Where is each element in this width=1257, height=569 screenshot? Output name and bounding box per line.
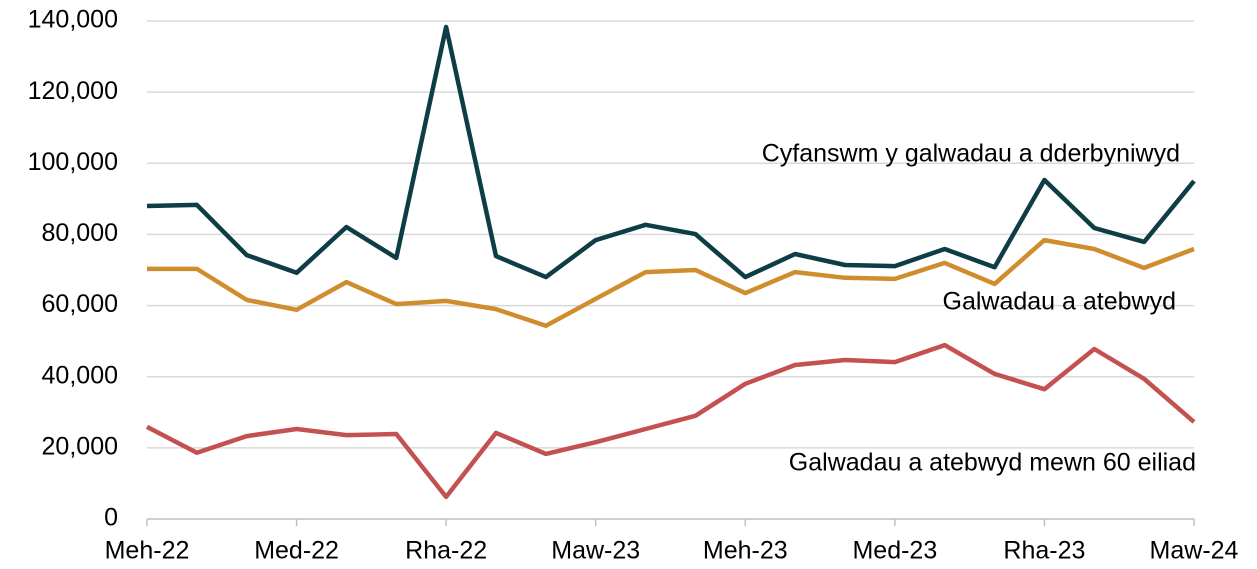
series-line <box>146 24 1196 280</box>
x-tick-label: Maw-24 <box>1150 537 1239 565</box>
series-label: Cyfanswm y galwadau a dderbyniwyd <box>762 140 1180 168</box>
x-tick-label: Rha-22 <box>405 537 487 565</box>
series-line <box>145 342 1196 500</box>
series-label: Galwadau a atebwyd mewn 60 eiliad <box>789 449 1196 477</box>
y-tick-label: 20,000 <box>42 432 118 460</box>
y-tick-label: 0 <box>104 504 118 532</box>
y-tick-label: 60,000 <box>42 290 118 318</box>
series-line <box>147 237 1195 329</box>
x-tick-label: Maw-23 <box>551 537 640 565</box>
x-tick-label: Med-22 <box>254 537 339 565</box>
y-tick-label: 40,000 <box>42 361 118 389</box>
x-tick-label: Meh-22 <box>105 537 190 565</box>
x-tick-label: Rha-23 <box>1003 537 1085 565</box>
y-tick-label: 140,000 <box>28 6 118 34</box>
y-tick-label: 120,000 <box>28 77 118 105</box>
x-tick-label: Meh-23 <box>703 537 788 565</box>
y-tick-label: 80,000 <box>42 219 118 247</box>
y-tick-label: 100,000 <box>28 148 118 176</box>
series-label: Galwadau a atebwyd <box>943 288 1176 316</box>
x-tick-label: Med-23 <box>852 537 937 565</box>
